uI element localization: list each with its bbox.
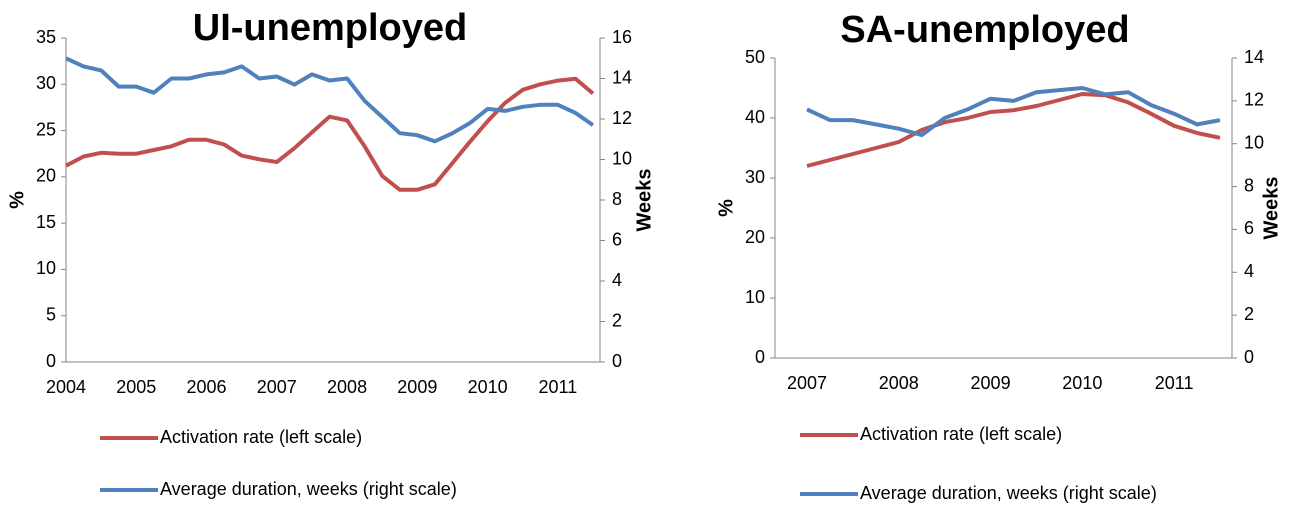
y-tick-label: 30 <box>36 73 56 93</box>
legend-label: Average duration, weeks (right scale) <box>160 479 457 499</box>
chart-title: UI-unemployed <box>193 7 467 49</box>
y-tick-label: 25 <box>36 119 56 139</box>
y2-tick-label: 4 <box>1244 261 1254 281</box>
x-tick-label: 2007 <box>787 373 827 393</box>
y2-tick-label: 2 <box>612 310 622 330</box>
y2-axis-title: Weeks <box>1260 176 1282 239</box>
x-tick-label: 2011 <box>1155 373 1194 393</box>
y2-tick-label: 12 <box>1244 90 1264 110</box>
y2-tick-label: 0 <box>1244 347 1254 367</box>
y2-tick-label: 2 <box>1244 304 1254 324</box>
y2-tick-label: 10 <box>1244 132 1264 152</box>
y2-tick-label: 8 <box>612 189 622 209</box>
y2-tick-label: 16 <box>612 27 632 47</box>
y2-tick-label: 4 <box>612 270 622 290</box>
x-tick-label: 2010 <box>1062 373 1102 393</box>
y-tick-label: 0 <box>46 351 56 371</box>
y2-tick-label: 6 <box>612 229 622 249</box>
data-line <box>65 76 595 192</box>
x-tick-label: 2008 <box>327 377 367 397</box>
x-tick-label: 2009 <box>397 377 437 397</box>
y-axis-title: % <box>715 199 737 217</box>
x-tick-label: 2007 <box>257 377 297 397</box>
x-tick-label: 2004 <box>46 377 86 397</box>
y-tick-label: 20 <box>36 166 56 186</box>
y2-tick-label: 0 <box>612 351 622 371</box>
data-line <box>806 92 1221 168</box>
y2-axis-title: Weeks <box>633 168 655 231</box>
data-line <box>806 86 1221 138</box>
data-line <box>65 56 595 144</box>
y2-tick-label: 6 <box>1244 218 1254 238</box>
y-tick-label: 30 <box>745 167 765 187</box>
y-tick-label: 15 <box>36 212 56 232</box>
y2-tick-label: 14 <box>612 67 632 87</box>
y-tick-label: 0 <box>755 347 765 367</box>
y-tick-label: 35 <box>36 27 56 47</box>
y-tick-label: 40 <box>745 107 765 127</box>
y-tick-label: 10 <box>36 258 56 278</box>
legend-label: Average duration, weeks (right scale) <box>860 483 1157 503</box>
y-tick-label: 50 <box>745 47 765 67</box>
legend-label: Activation rate (left scale) <box>860 424 1062 444</box>
y2-tick-label: 14 <box>1244 47 1264 67</box>
chart-title: SA-unemployed <box>840 9 1129 51</box>
y-tick-label: 10 <box>745 287 765 307</box>
y2-tick-label: 8 <box>1244 175 1254 195</box>
x-tick-label: 2011 <box>539 377 578 397</box>
legend-label: Activation rate (left scale) <box>160 427 362 447</box>
x-tick-label: 2009 <box>971 373 1011 393</box>
y-axis-title: % <box>6 191 28 209</box>
x-tick-label: 2005 <box>116 377 156 397</box>
y-tick-label: 5 <box>46 304 56 324</box>
y2-tick-label: 10 <box>612 148 632 168</box>
x-tick-label: 2008 <box>879 373 919 393</box>
y2-tick-label: 12 <box>612 108 632 128</box>
y-tick-label: 20 <box>745 227 765 247</box>
x-tick-label: 2010 <box>468 377 508 397</box>
x-tick-label: 2006 <box>187 377 227 397</box>
